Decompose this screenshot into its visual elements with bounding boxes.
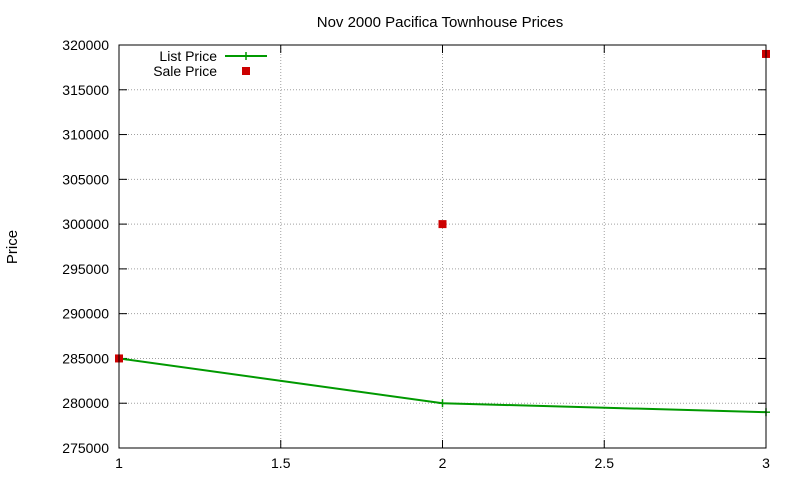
list-price-point bbox=[438, 399, 447, 408]
y-tick-label: 280000 bbox=[62, 395, 109, 411]
series bbox=[115, 49, 770, 417]
x-tick-label: 3 bbox=[762, 455, 770, 471]
x-tick-label: 2 bbox=[439, 455, 447, 471]
x-tick-label: 1 bbox=[115, 455, 123, 471]
y-axis-label: Price bbox=[4, 230, 21, 264]
chart-title: Nov 2000 Pacifica Townhouse Prices bbox=[317, 14, 564, 31]
x-tick-label: 1.5 bbox=[271, 455, 291, 471]
y-tick-label: 320000 bbox=[62, 37, 109, 53]
y-tick-label: 305000 bbox=[62, 171, 109, 187]
legend-marker-list-price bbox=[242, 52, 250, 60]
legend-label-list-price: List Price bbox=[159, 48, 217, 64]
legend-marker-sale-price bbox=[242, 67, 250, 75]
x-tick-label: 2.5 bbox=[595, 455, 615, 471]
y-tick-label: 300000 bbox=[62, 216, 109, 232]
y-tick-label: 310000 bbox=[62, 127, 109, 143]
grid bbox=[118, 44, 767, 449]
axis-ticks: 275000 280000 285000 290000 295000 300000 3050… bbox=[62, 37, 770, 471]
legend-label-sale-price: Sale Price bbox=[153, 63, 217, 79]
y-tick-label: 295000 bbox=[62, 261, 109, 277]
y-tick-label: 290000 bbox=[62, 306, 109, 322]
y-tick-label: 315000 bbox=[62, 82, 109, 98]
y-tick-label: 275000 bbox=[62, 440, 109, 456]
y-tick-label: 285000 bbox=[62, 350, 109, 366]
sale-price-point bbox=[438, 220, 447, 229]
plot-frame bbox=[118, 44, 767, 449]
